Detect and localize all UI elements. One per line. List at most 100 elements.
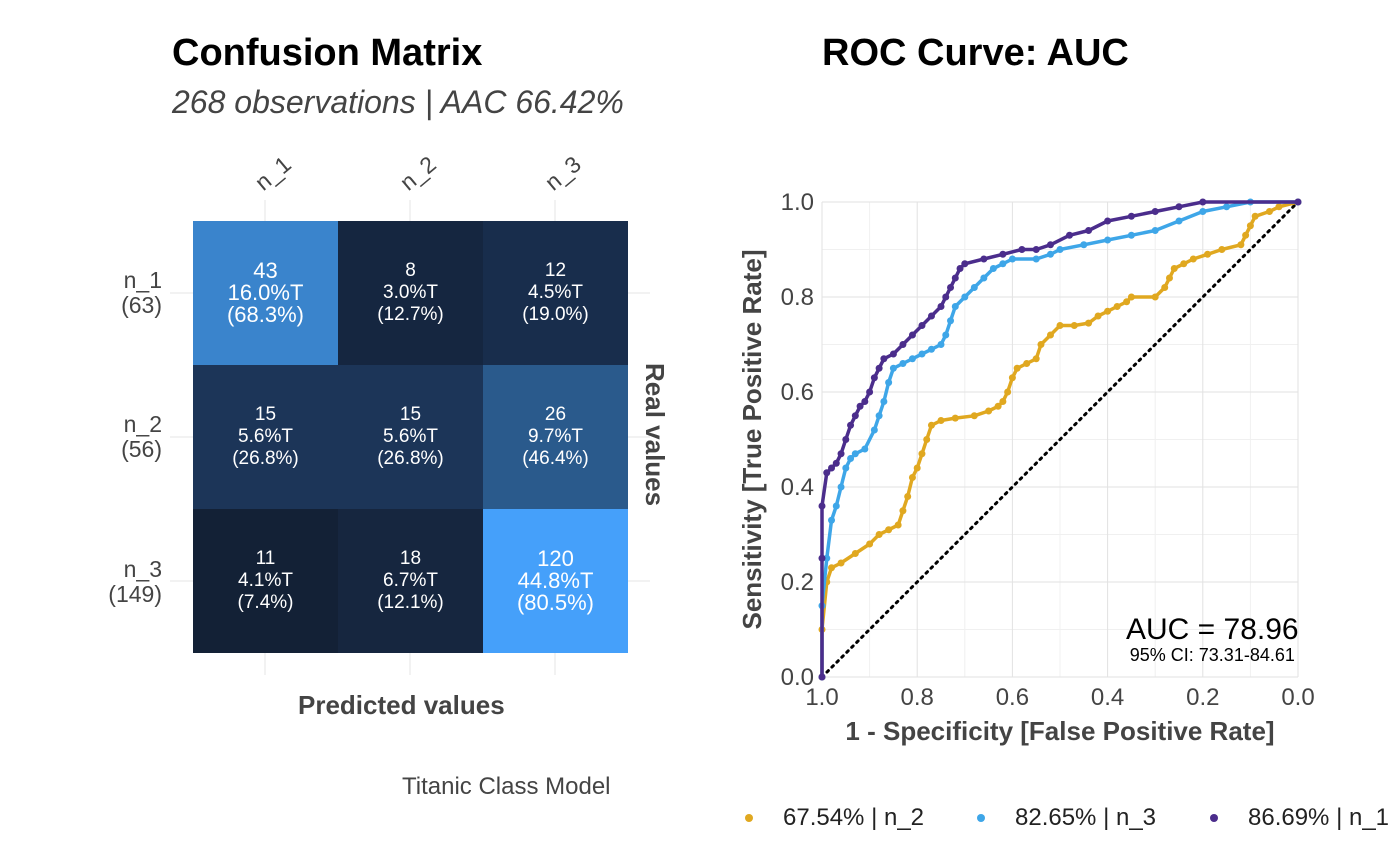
roc-series-point — [851, 450, 859, 458]
roc-series-point — [942, 293, 950, 301]
roc-series-point — [1104, 217, 1112, 225]
row-label-total: (63) — [121, 292, 162, 318]
row-label-total: (149) — [108, 581, 162, 607]
roc-series-point — [927, 421, 935, 429]
roc-series-point — [847, 421, 855, 429]
roc-series-point — [1180, 260, 1188, 268]
matrix-cell: 15 5.6%T (26.8%) — [338, 365, 483, 509]
roc-series-point — [832, 502, 840, 510]
roc-series-point — [1204, 250, 1212, 258]
roc-series-point — [875, 364, 883, 372]
matrix-cell: 18 6.7%T (12.1%) — [338, 509, 483, 653]
matrix-cell: 12 4.5%T (19.0%) — [483, 221, 628, 365]
roc-series-point — [818, 502, 826, 510]
roc-series-point — [837, 450, 845, 458]
roc-series-point — [951, 274, 959, 282]
cell-count: 8 — [405, 260, 416, 281]
roc-series-point — [1037, 341, 1045, 348]
column-label-n_3: n_3 — [539, 150, 586, 196]
roc-series-point — [908, 474, 916, 481]
roc-series-point — [961, 260, 969, 268]
roc-series-point — [856, 402, 864, 410]
cell-pct: 9.7%T — [528, 426, 583, 447]
roc-series-point — [837, 559, 845, 567]
roc-series-point — [880, 355, 888, 363]
roc-series-point — [904, 493, 912, 500]
roc-series-point — [1085, 319, 1093, 327]
roc-series-point — [899, 341, 907, 348]
roc-series-point — [1056, 246, 1064, 253]
cell-rowpct: (12.7%) — [377, 304, 444, 325]
roc-series-point — [1199, 208, 1207, 215]
cell-count: 120 — [537, 546, 574, 571]
cell-rowpct: (19.0%) — [522, 304, 589, 325]
matrix-cell: 15 5.6%T (26.8%) — [193, 365, 338, 509]
matrix-cell: 26 9.7%T (46.4%) — [483, 365, 628, 509]
roc-series-point — [1018, 246, 1026, 253]
cell-rowpct: (68.3%) — [226, 302, 305, 327]
y-axis-title-text: Real values — [640, 363, 670, 507]
roc-series-point — [1127, 231, 1135, 239]
roc-series-point — [999, 398, 1007, 405]
roc-series-point — [1151, 293, 1159, 301]
roc-series-point — [866, 388, 874, 396]
cell-rowpct: (7.4%) — [237, 592, 294, 613]
roc-series-point — [1113, 303, 1121, 310]
y-tick-label: 0.4 — [781, 474, 814, 501]
roc-series-point — [947, 284, 955, 291]
roc-series-point — [851, 550, 859, 557]
cell-count: 18 — [399, 548, 422, 569]
cell-count: 11 — [255, 548, 276, 569]
roc-series-point — [1004, 388, 1012, 396]
column-label-n_1: n_1 — [249, 150, 296, 196]
roc-series-point — [1032, 246, 1040, 253]
roc-series-point — [899, 360, 907, 367]
cell-rowpct: (80.5%) — [516, 590, 595, 615]
row-label-n_3: n_3 (149) — [42, 557, 162, 607]
x-axis-title-predicted: Predicted values — [298, 690, 505, 720]
roc-series-point — [927, 312, 935, 320]
roc-series-point — [1275, 203, 1283, 211]
roc-series-point — [842, 464, 850, 472]
roc-series-point — [1265, 208, 1273, 215]
roc-series-point — [956, 265, 964, 272]
roc-series-point — [837, 483, 845, 491]
roc-series-point — [823, 469, 831, 477]
roc-series-point — [913, 464, 921, 472]
roc-series-point — [994, 402, 1002, 410]
y-tick-label: 0.0 — [781, 664, 814, 691]
roc-series-point — [980, 274, 988, 282]
roc-series-point — [889, 364, 897, 372]
cell-pct: 4.5%T — [528, 282, 583, 303]
cell-pct: 5.6%T — [383, 426, 438, 447]
legend-dot-icon — [745, 814, 753, 822]
x-tick-label: 0.4 — [1091, 684, 1124, 711]
roc-series-point — [923, 436, 931, 443]
x-tick-label: 0.2 — [1186, 684, 1219, 711]
roc-series-point — [1151, 208, 1159, 215]
roc-series-point — [1151, 227, 1159, 234]
cell-pct: 16.0%T — [227, 280, 304, 305]
roc-series-point — [861, 445, 869, 453]
roc-series-point — [885, 379, 893, 386]
reference-diagonal — [820, 200, 1300, 679]
roc-title: ROC Curve: AUC — [822, 32, 1129, 74]
cell-rowpct: (12.1%) — [377, 592, 444, 613]
roc-series-point — [1008, 255, 1016, 263]
roc-series-point — [1046, 241, 1054, 249]
roc-series-point — [970, 284, 978, 291]
roc-series-point — [985, 407, 993, 415]
row-label-name: n_2 — [123, 411, 162, 437]
cell-pct: 4.1%T — [238, 570, 293, 591]
legend-item: 82.65% | n_3 — [977, 804, 1156, 832]
roc-series-line — [820, 200, 1298, 677]
roc-series-point — [937, 417, 945, 424]
roc-series-point — [1170, 265, 1178, 272]
roc-series-point — [951, 303, 959, 310]
roc-series-point — [918, 450, 926, 458]
roc-series-point — [1246, 222, 1254, 230]
cell-count: 12 — [544, 260, 567, 281]
cell-pct: 3.0%T — [383, 282, 438, 303]
roc-series-point — [942, 331, 950, 339]
roc-series-point — [951, 414, 959, 422]
